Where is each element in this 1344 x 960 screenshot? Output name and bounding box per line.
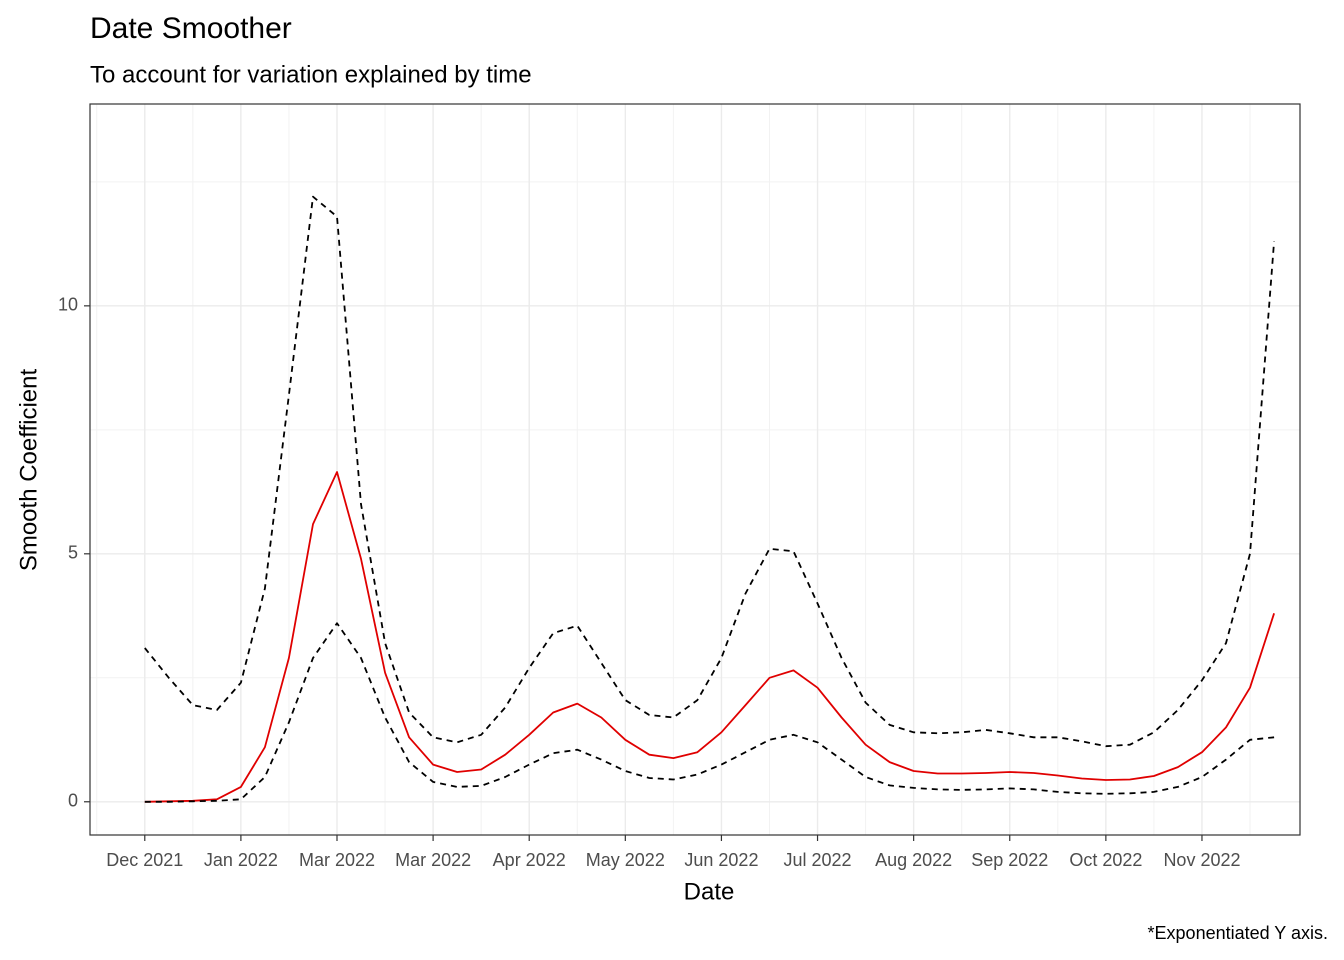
series-line xyxy=(144,471,1275,803)
x-tick-label: Apr 2022 xyxy=(493,850,566,870)
grid xyxy=(90,104,1300,835)
y-tick-label: 10 xyxy=(58,295,78,315)
x-tick-label: Jan 2022 xyxy=(204,850,278,870)
x-tick-label: Jul 2022 xyxy=(784,850,852,870)
chart-title: Date Smoother xyxy=(90,12,292,45)
series-line xyxy=(144,622,1275,803)
y-tick-label: 5 xyxy=(68,543,78,563)
panel-border xyxy=(89,103,1301,836)
x-tick-label: May 2022 xyxy=(586,850,665,870)
x-tick-label: Aug 2022 xyxy=(875,850,952,870)
caption: *Exponentiated Y axis. xyxy=(1148,923,1328,943)
x-tick-label: Oct 2022 xyxy=(1069,850,1142,870)
x-tick-label: Mar 2022 xyxy=(395,850,471,870)
x-tick-label: Nov 2022 xyxy=(1163,850,1240,870)
x-tick-label: Mar 2022 xyxy=(299,850,375,870)
chart-subtitle: To account for variation explained by ti… xyxy=(90,61,532,88)
series-line xyxy=(144,195,1275,748)
y-tick-label: 0 xyxy=(68,791,78,811)
x-tick-label: Sep 2022 xyxy=(971,850,1048,870)
lines xyxy=(144,195,1275,803)
y-axis-label: Smooth Coefficient xyxy=(15,369,42,572)
x-axis-label: Date xyxy=(684,878,735,905)
x-tick-label: Jun 2022 xyxy=(684,850,758,870)
axes: 0 5 10 Dec 2021 Jan 2022 Mar 2022 Mar 2022 Apr … xyxy=(58,295,1241,870)
x-tick-label: Dec 2021 xyxy=(106,850,183,870)
